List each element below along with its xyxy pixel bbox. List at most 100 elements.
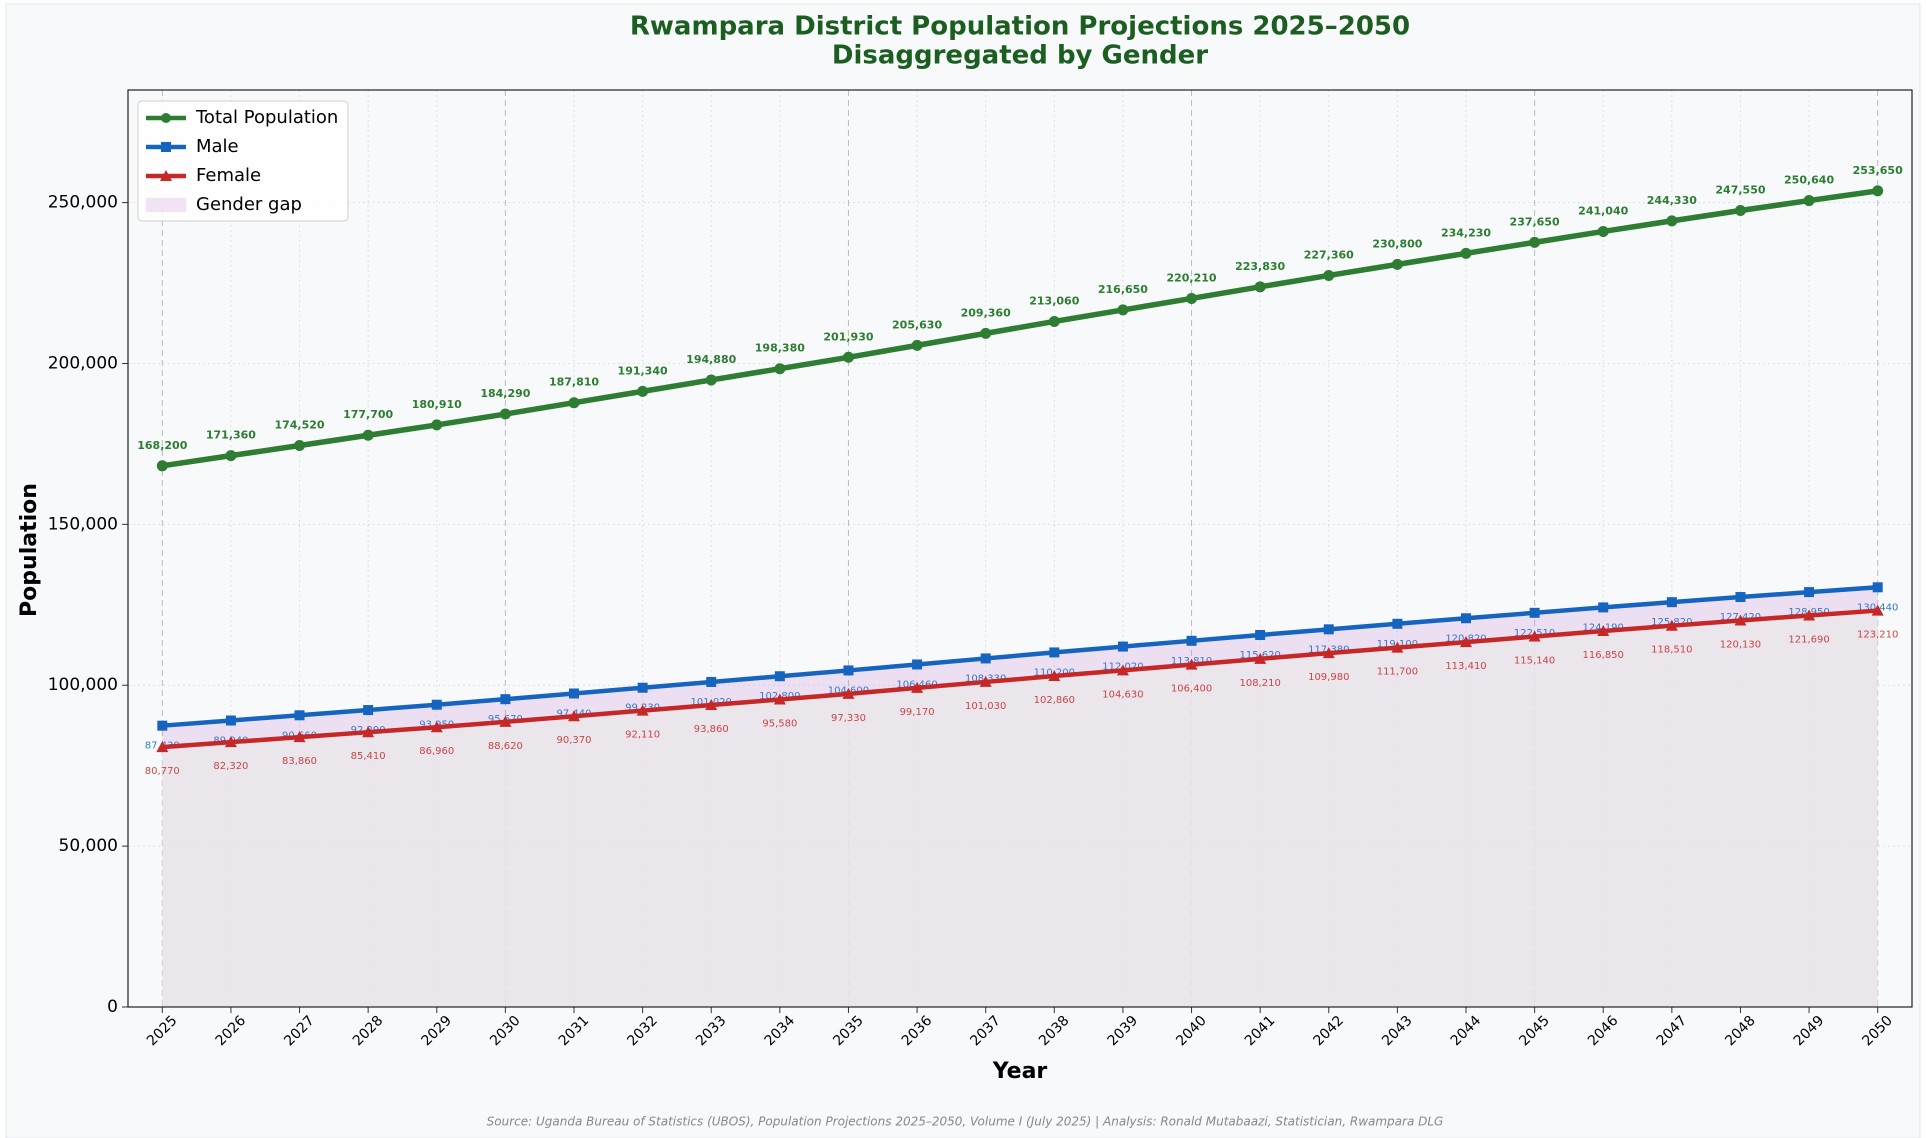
marker (842, 351, 854, 363)
marker (1255, 629, 1266, 640)
marker (1871, 604, 1884, 616)
legend-label: Total Population (195, 107, 338, 128)
marker (156, 741, 169, 753)
marker (156, 460, 168, 472)
marker (1048, 670, 1061, 682)
marker (1323, 624, 1334, 635)
legend-marker (160, 170, 172, 181)
data-label: 99,170 (900, 707, 935, 718)
data-label: 237,650 (1510, 215, 1560, 228)
marker (1048, 315, 1060, 327)
data-label: 85,410 (351, 751, 386, 762)
y-tick-label: 150,000 (48, 514, 118, 534)
data-label: 253,650 (1853, 164, 1903, 177)
data-label: 184,290 (480, 387, 530, 400)
data-label: 168,200 (137, 439, 187, 452)
marker (431, 699, 442, 710)
marker (1665, 619, 1678, 631)
marker (1666, 215, 1678, 227)
marker (1666, 597, 1677, 608)
gender-gap-area (162, 587, 1878, 748)
y-axis-label: Population (17, 483, 42, 617)
marker (363, 705, 374, 716)
marker (1529, 607, 1540, 618)
marker (225, 715, 236, 726)
data-label: 93,860 (694, 724, 729, 735)
marker (1254, 652, 1267, 664)
marker (293, 731, 306, 743)
chart-subtitle: Disaggregated by Gender (832, 41, 1208, 71)
marker (636, 704, 649, 716)
legend-label: Female (196, 165, 261, 186)
x-axis-label: Year (992, 1059, 1048, 1084)
data-label: 92,110 (625, 730, 660, 741)
marker (568, 710, 580, 722)
data-label: 86,960 (419, 746, 454, 757)
female-area (162, 610, 1878, 1007)
marker (431, 419, 443, 431)
marker (1186, 635, 1197, 646)
data-label: 123,210 (1857, 630, 1898, 641)
marker (1049, 647, 1060, 658)
marker (1460, 636, 1472, 648)
data-label: 205,630 (892, 318, 942, 331)
data-label: 83,860 (282, 756, 317, 767)
marker (705, 699, 718, 711)
marker (1734, 614, 1747, 626)
data-label: 194,880 (686, 353, 736, 366)
marker (1117, 641, 1128, 652)
marker (1528, 630, 1541, 642)
marker (1734, 204, 1746, 216)
data-label: 106,400 (1171, 684, 1212, 695)
marker (1391, 258, 1403, 270)
data-label: 116,850 (1583, 650, 1624, 661)
data-label: 247,550 (1715, 183, 1765, 196)
data-label: 180,910 (412, 398, 462, 411)
y-tick-label: 50,000 (59, 836, 118, 856)
marker (706, 676, 717, 687)
legend-marker (161, 142, 171, 152)
data-label: 213,060 (1029, 294, 1079, 307)
marker (294, 710, 305, 721)
marker (430, 721, 443, 733)
data-label: 187,810 (549, 376, 599, 389)
marker (1804, 587, 1815, 598)
marker (1460, 247, 1472, 259)
marker (1803, 609, 1816, 621)
data-label: 90,370 (557, 735, 592, 746)
marker (1872, 185, 1884, 197)
data-label: 201,930 (823, 330, 873, 343)
series-line (161, 188, 1879, 469)
marker (842, 687, 855, 699)
data-label: 88,620 (488, 741, 523, 752)
series-line (162, 585, 1878, 728)
marker (157, 720, 168, 731)
data-label: 104,630 (1102, 689, 1143, 700)
y-tick-label: 0 (107, 997, 118, 1017)
marker (500, 694, 511, 705)
marker (774, 671, 785, 682)
marker (1598, 602, 1609, 613)
data-label: 250,640 (1784, 174, 1834, 187)
data-label: 241,040 (1578, 204, 1628, 217)
chart-title: Rwampara District Population Projections… (630, 12, 1410, 42)
data-label: 113,410 (1445, 661, 1486, 672)
data-label: 101,030 (965, 701, 1006, 712)
data-label: 216,650 (1098, 283, 1148, 296)
data-label: 121,690 (1788, 634, 1829, 645)
data-label: 171,360 (206, 429, 256, 442)
marker (1323, 269, 1335, 281)
marker (224, 736, 237, 748)
data-label: 82,320 (213, 761, 248, 772)
marker (499, 408, 511, 420)
data-label: 108,210 (1239, 678, 1280, 689)
marker (1735, 592, 1746, 603)
marker (911, 681, 924, 693)
data-label: 102,860 (1034, 695, 1075, 706)
marker (637, 385, 649, 397)
legend-label: Gender gap (196, 194, 302, 215)
marker (1461, 613, 1471, 624)
data-label: 230,800 (1372, 237, 1422, 250)
marker (1254, 281, 1266, 293)
